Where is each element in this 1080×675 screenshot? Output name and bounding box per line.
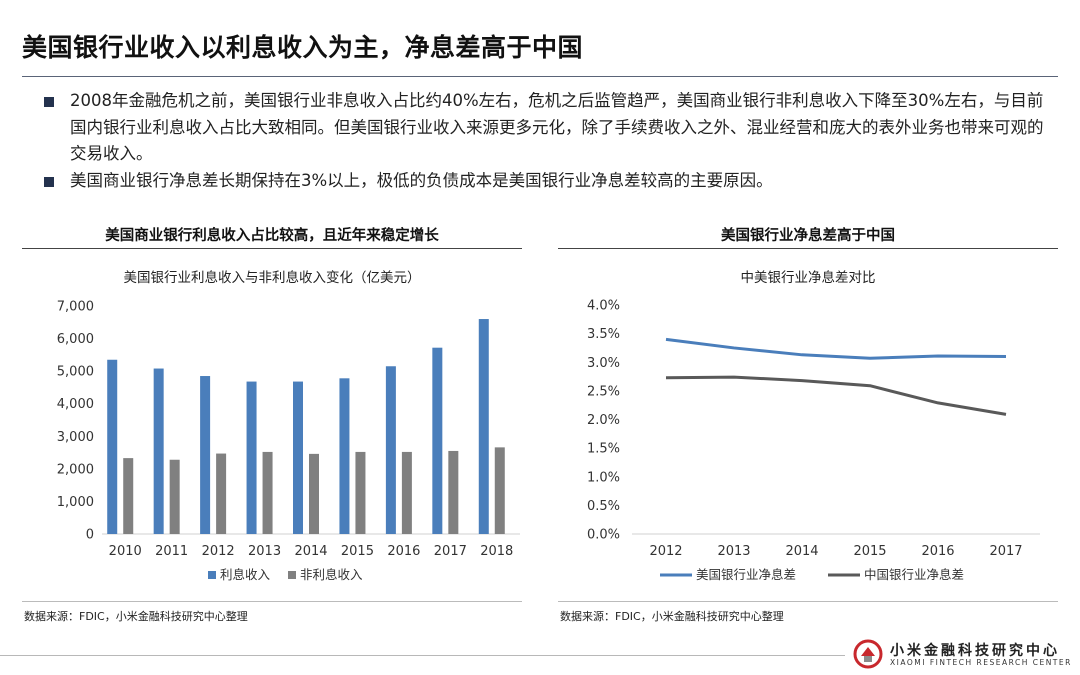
bar-interest (107, 359, 118, 534)
y-tick-label: 7,000 (57, 300, 94, 315)
bar-noninterest (448, 450, 459, 534)
bullet-item: 2008年金融危机之前，美国银行业非息收入占比约40%左右，危机之后监管趋严，美… (44, 88, 1054, 168)
right-source-note: 数据来源：FDIC，小米金融科技研究中心整理 (560, 610, 784, 623)
line-chart: 0.0% 0.5% 1.0% 1.5% 2.0% 2.5% 3.0% 3.5% 4.0% 2012… (587, 299, 1040, 582)
x-tick-label: 2014 (785, 544, 818, 559)
y-tick-label: 1.0% (587, 470, 620, 485)
x-tick-label: 2012 (649, 544, 682, 559)
bar-interest (478, 319, 489, 534)
bar-noninterest (169, 459, 180, 534)
x-tick-label: 2015 (853, 544, 886, 559)
y-tick-label: 0.0% (587, 528, 620, 543)
legend-label: 中国银行业净息差 (864, 567, 964, 582)
left-source-divider (22, 601, 522, 602)
footer-divider (0, 655, 845, 656)
y-tick-label: 5,000 (57, 365, 94, 380)
bar-interest (385, 366, 396, 534)
left-panel-heading: 美国商业银行利息收入占比较高，且近年来稳定增长 (105, 228, 439, 244)
y-tick-label: 2.5% (587, 384, 620, 399)
bar-interest (246, 381, 257, 534)
x-tick-label: 2016 (387, 544, 420, 559)
legend-swatch (288, 571, 296, 579)
x-tick-label: 2015 (341, 544, 374, 559)
y-tick-label: 2.0% (587, 413, 620, 428)
bar-interest (432, 347, 443, 534)
logo-text-en: XIAOMI FINTECH RESEARCH CENTER (890, 658, 1072, 667)
y-tick-label: 6,000 (57, 332, 94, 347)
y-tick-label: 0 (86, 528, 94, 543)
left-source-note: 数据来源：FDIC，小米金融科技研究中心整理 (24, 610, 248, 623)
bar-noninterest (216, 453, 227, 534)
bullet-square-icon (44, 176, 54, 187)
bullet-text: 2008年金融危机之前，美国银行业非息收入占比约40%左右，危机之后监管趋严，美… (70, 91, 1044, 163)
bar-interest (339, 378, 350, 534)
bullet-text: 美国商业银行净息差长期保持在3%以上，极低的负债成本是美国银行业净息差较高的主要… (70, 170, 773, 190)
bar-chart: 0 1,000 2,000 3,000 4,000 5,000 6,000 7,000 2010… (57, 300, 520, 582)
left-panel-divider (22, 248, 522, 249)
series-line-us (665, 337, 1007, 360)
x-tick-label: 2011 (155, 544, 188, 559)
bar-interest (293, 381, 303, 534)
legend-swatch (208, 571, 216, 579)
research-center-logo: 小米金融科技研究中心 XIAOMI FINTECH RESEARCH CENTE… (852, 638, 1070, 670)
bar-interest (200, 376, 211, 534)
y-tick-label: 1.5% (587, 442, 620, 457)
y-tick-label: 3,000 (57, 430, 94, 445)
right-panel-divider (558, 248, 1058, 249)
line-chart-title: 中美银行业净息差对比 (740, 270, 876, 286)
series-line-china (665, 375, 1007, 416)
bar-noninterest (355, 451, 366, 534)
x-tick-label: 2012 (202, 544, 235, 559)
y-tick-label: 2,000 (57, 462, 94, 477)
bar-noninterest (401, 451, 412, 534)
bar-noninterest (309, 453, 319, 534)
logo-emblem-icon (853, 639, 883, 669)
x-tick-label: 2017 (989, 544, 1022, 559)
bullet-item: 美国商业银行净息差长期保持在3%以上，极低的负债成本是美国银行业净息差较高的主要… (44, 168, 1054, 195)
page-title: 美国银行业收入以利息收入为主，净息差高于中国 (22, 33, 584, 62)
y-tick-label: 3.0% (587, 356, 620, 371)
y-tick-label: 3.5% (587, 327, 620, 342)
right-source-divider (558, 601, 1058, 602)
bar-noninterest (123, 458, 134, 534)
x-tick-label: 2018 (480, 544, 513, 559)
bullet-list: 2008年金融危机之前，美国银行业非息收入占比约40%左右，危机之后监管趋严，美… (44, 88, 1054, 194)
y-tick-label: 0.5% (587, 499, 620, 514)
bar-noninterest (494, 447, 505, 534)
right-panel-heading: 美国银行业净息差高于中国 (721, 228, 895, 244)
x-tick-label: 2017 (434, 544, 467, 559)
y-tick-label: 1,000 (57, 495, 94, 510)
bar-interest (153, 368, 164, 534)
x-tick-label: 2010 (109, 544, 142, 559)
legend-label: 非利息收入 (300, 567, 363, 582)
y-tick-label: 4,000 (57, 397, 94, 412)
x-tick-label: 2013 (717, 544, 750, 559)
title-divider (22, 76, 1058, 77)
legend-label: 美国银行业净息差 (696, 567, 796, 582)
x-tick-label: 2014 (294, 544, 327, 559)
logo-text-cn: 小米金融科技研究中心 (890, 643, 1060, 659)
x-tick-label: 2016 (921, 544, 954, 559)
y-tick-label: 4.0% (587, 299, 620, 314)
bar-noninterest (262, 451, 273, 534)
bar-chart-title: 美国银行业利息收入与非利息收入变化（亿美元） (123, 270, 421, 286)
x-tick-label: 2013 (248, 544, 281, 559)
legend-label: 利息收入 (220, 567, 271, 582)
bullet-square-icon (44, 97, 54, 107)
